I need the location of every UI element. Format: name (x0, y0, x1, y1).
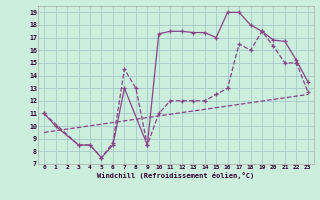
X-axis label: Windchill (Refroidissement éolien,°C): Windchill (Refroidissement éolien,°C) (97, 172, 255, 179)
